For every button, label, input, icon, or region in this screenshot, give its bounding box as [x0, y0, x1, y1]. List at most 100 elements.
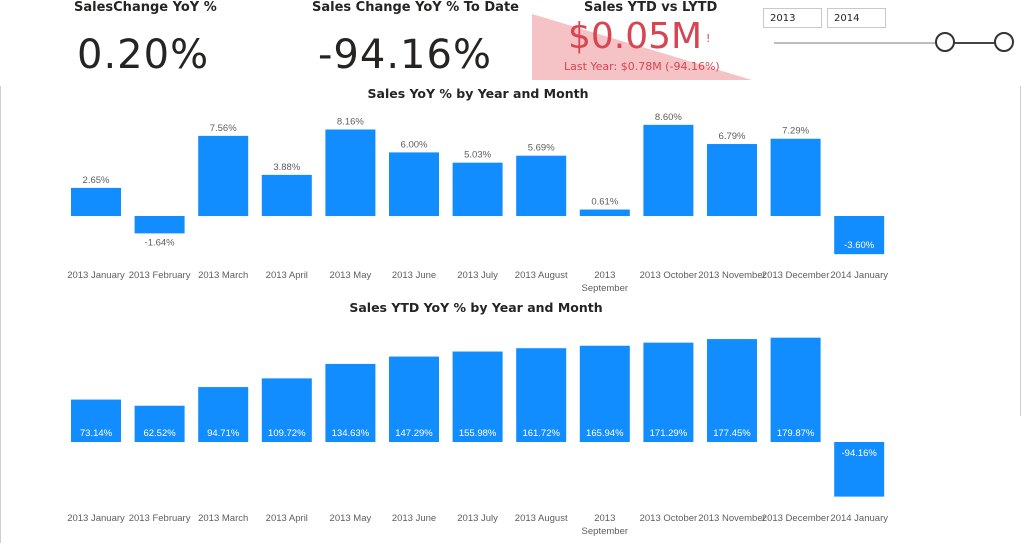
- slicer-end-input[interactable]: 2014: [827, 8, 886, 28]
- chart1-bar-10[interactable]: [707, 144, 757, 216]
- chart1-category-label-4: 2013 May: [330, 270, 372, 281]
- chart2-bar-10[interactable]: [707, 339, 757, 442]
- chart1-bar-5[interactable]: [389, 152, 439, 216]
- kpi-value-sales-change-to-date: -94.16%: [318, 32, 492, 78]
- chart1-bar-1[interactable]: [134, 216, 185, 234]
- sales-ytd-yoy-bar-chart[interactable]: 73.14% 2013 January 62.52% 2013 February 94.…: [0, 314, 1024, 543]
- chart1-data-label-4: 8.16%: [337, 117, 364, 128]
- gauge-subtitle: Last Year: $0.78M (-94.16%): [564, 60, 720, 73]
- gauge-value: $0.05M: [568, 16, 703, 57]
- left-divider: [0, 86, 1, 543]
- chart2-data-label-3: 109.72%: [268, 428, 306, 439]
- chart1-category-label-0: 2013 January: [67, 270, 125, 281]
- chart1-category-label-11: 2013 December: [762, 270, 830, 281]
- chart1-category-label-12: 2014 January: [830, 270, 888, 281]
- chart2-bar-5[interactable]: [389, 356, 439, 442]
- chart1-data-label-9: 8.60%: [655, 112, 682, 123]
- chart2-category-label-12: 2014 January: [830, 513, 888, 524]
- chart2-category-label-1: 2013 February: [129, 513, 191, 524]
- chart2-data-label-9: 171.29%: [650, 428, 688, 439]
- chart1-data-label-8: 0.61%: [591, 197, 618, 208]
- chart2-bar-1[interactable]: [134, 405, 185, 442]
- chart2-category-label-9: 2013 October: [640, 513, 698, 524]
- chart1-category-label-8: 2013 September: [582, 270, 628, 294]
- chart1-bar-8[interactable]: [579, 209, 630, 216]
- chart2-title: Sales YTD YoY % by Year and Month: [349, 300, 603, 315]
- chart2-bar-9[interactable]: [643, 342, 694, 442]
- slicer-start-input[interactable]: 2013: [763, 8, 822, 28]
- chart2-data-label-1: 62.52%: [143, 428, 176, 439]
- slicer-start-handle[interactable]: [935, 32, 955, 52]
- chart1-category-label-10: 2013 November: [698, 270, 766, 281]
- chart2-category-label-10: 2013 November: [698, 513, 766, 524]
- chart1-data-label-6: 5.03%: [464, 150, 491, 161]
- chart1-bar-2[interactable]: [198, 135, 249, 216]
- chart1-bar-0[interactable]: [71, 187, 121, 216]
- kpi-value-sales-change-yoy: 0.20%: [77, 32, 210, 78]
- chart1-bar-4[interactable]: [325, 129, 376, 216]
- chart1-data-label-2: 7.56%: [210, 123, 237, 134]
- chart2-data-label-11: 179.87%: [777, 428, 815, 439]
- slicer-range-fill: [938, 42, 1006, 44]
- chart2-data-label-12: -94.16%: [842, 448, 878, 459]
- chart1-category-label-1: 2013 February: [129, 270, 191, 281]
- chart2-data-label-10: 177.45%: [713, 428, 751, 439]
- chart1-bar-9[interactable]: [643, 124, 694, 216]
- chart2-data-label-4: 134.63%: [332, 428, 370, 439]
- slicer-end-handle[interactable]: [994, 32, 1014, 52]
- chart2-bar-4[interactable]: [325, 363, 376, 442]
- kpi-title-sales-change-to-date: Sales Change YoY % To Date: [312, 0, 519, 15]
- slicer-track[interactable]: [774, 42, 1006, 44]
- gauge-indicator: !: [706, 32, 711, 45]
- sales-yoy-bar-chart[interactable]: 2.65% 2013 January -1.64% 2013 February 7.56…: [0, 100, 1024, 300]
- chart1-data-label-12: -3.60%: [844, 240, 875, 251]
- chart1-bar-11[interactable]: [770, 138, 821, 216]
- chart1-category-label-9: 2013 October: [640, 270, 698, 281]
- chart2-data-label-0: 73.14%: [80, 428, 113, 439]
- chart2-category-label-8: 2013 September: [582, 513, 628, 537]
- chart2-category-label-3: 2013 April: [266, 513, 308, 524]
- chart2-data-label-8: 165.94%: [586, 428, 624, 439]
- chart1-data-label-10: 6.79%: [719, 131, 746, 142]
- chart1-data-label-0: 2.65%: [83, 175, 110, 186]
- chart2-data-label-6: 155.98%: [459, 428, 497, 439]
- chart1-category-label-7: 2013 August: [515, 270, 568, 281]
- chart1-category-label-6: 2013 July: [457, 270, 498, 281]
- chart2-bar-12[interactable]: [834, 442, 885, 497]
- chart2-bar-2[interactable]: [198, 387, 249, 442]
- chart1-category-label-2: 2013 March: [198, 270, 248, 281]
- chart1-bar-7[interactable]: [516, 155, 567, 216]
- chart2-bar-0[interactable]: [71, 399, 121, 442]
- chart1-data-label-5: 6.00%: [401, 139, 428, 150]
- ytd-band-shape: [532, 14, 752, 80]
- chart2-data-label-7: 161.72%: [522, 428, 560, 439]
- chart2-category-label-7: 2013 August: [515, 513, 568, 524]
- chart2-category-label-6: 2013 July: [457, 513, 498, 524]
- chart1-category-label-3: 2013 April: [266, 270, 308, 281]
- chart2-bar-7[interactable]: [516, 348, 567, 442]
- sales-ytd-vs-lytd-card[interactable]: Sales YTD vs LYTD $0.05M ! Last Year: $0…: [532, 0, 752, 84]
- chart1-bar-3[interactable]: [261, 174, 312, 216]
- chart1-data-label-11: 7.29%: [782, 126, 809, 137]
- chart1-data-label-3: 3.88%: [273, 162, 300, 173]
- chart1-title: Sales YoY % by Year and Month: [367, 86, 589, 101]
- gauge-title: Sales YTD vs LYTD: [584, 0, 718, 15]
- chart1-data-label-7: 5.69%: [528, 143, 555, 154]
- chart2-category-label-0: 2013 January: [67, 513, 125, 524]
- chart2-category-label-4: 2013 May: [330, 513, 372, 524]
- chart1-category-label-5: 2013 June: [392, 270, 436, 281]
- chart2-category-label-2: 2013 March: [198, 513, 248, 524]
- chart2-bar-6[interactable]: [452, 351, 503, 442]
- chart1-data-label-1: -1.64%: [145, 237, 176, 248]
- kpi-title-sales-change-yoy: SalesChange YoY %: [74, 0, 217, 15]
- chart2-bar-11[interactable]: [770, 337, 821, 442]
- chart1-bar-12[interactable]: [834, 216, 885, 255]
- chart1-bar-6[interactable]: [452, 162, 503, 216]
- chart2-category-label-11: 2013 December: [762, 513, 830, 524]
- chart2-bar-8[interactable]: [579, 345, 630, 442]
- chart2-data-label-5: 147.29%: [395, 428, 433, 439]
- right-divider: [1020, 86, 1021, 416]
- chart2-bar-3[interactable]: [261, 378, 312, 442]
- chart2-category-label-5: 2013 June: [392, 513, 436, 524]
- chart2-data-label-2: 94.71%: [207, 428, 240, 439]
